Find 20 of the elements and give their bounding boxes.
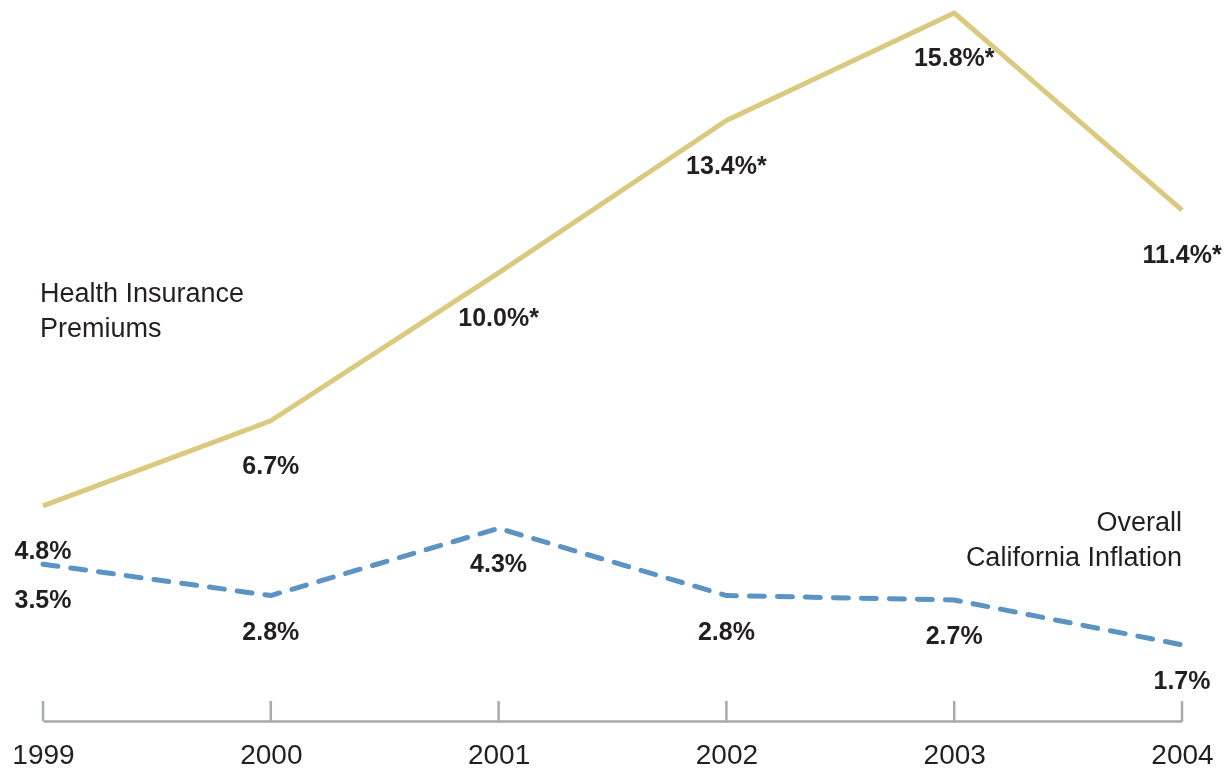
text: Health Insurance Premiums — [40, 278, 245, 343]
data-label: 2.7% — [925, 621, 983, 650]
data-label: 2.8% — [242, 616, 300, 645]
data-label: 6.7% — [242, 450, 300, 479]
x-tick-label: 2000 — [240, 738, 303, 770]
data-label: 4.3% — [470, 549, 528, 578]
x-tick-label: 1999 — [12, 738, 75, 770]
series-label: Overall California Inflation — [965, 507, 1182, 572]
data-label: 4.8% — [14, 535, 72, 564]
data-label: 10.0%* — [458, 302, 540, 331]
x-tick-label: 2003 — [923, 738, 986, 770]
x-tick-label: 2002 — [695, 738, 759, 770]
data-label: 1.7% — [1153, 665, 1211, 694]
data-label: 2.8% — [697, 616, 755, 645]
data-label: 13.4%* — [686, 150, 767, 179]
data-label: 11.4%* — [1142, 240, 1222, 269]
x-tick-label: 2004 — [1151, 738, 1214, 770]
data-label: 3.5% — [14, 585, 72, 614]
data-label: 15.8%* — [913, 43, 995, 71]
x-tick-label: 2001 — [467, 738, 531, 770]
